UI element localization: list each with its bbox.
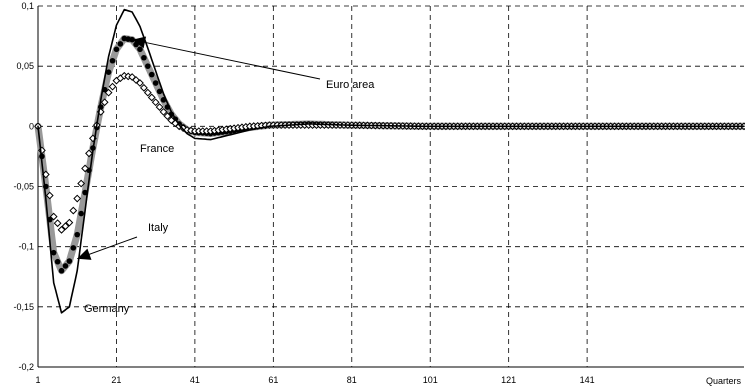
point-italy (105, 69, 112, 75)
point-france (81, 164, 89, 173)
point-italy (156, 88, 163, 95)
y-tick-label: 0,05 (16, 61, 34, 71)
annotation-arrowhead-italy (77, 248, 92, 260)
x-tick-label: 61 (268, 375, 278, 385)
point-france (143, 88, 152, 97)
point-france (73, 194, 82, 203)
x-tick-label: 141 (580, 375, 595, 385)
point-france (155, 103, 164, 111)
x-axis-label: Quarters (706, 376, 742, 386)
point-france (100, 98, 109, 107)
point-france (151, 98, 160, 107)
point-france (136, 79, 144, 87)
y-tick-label: -0,1 (18, 242, 34, 252)
x-tick-label: 41 (190, 375, 200, 385)
point-italy (141, 54, 147, 61)
annotation-label-euro-area: Euro area (326, 79, 375, 91)
point-france (108, 82, 117, 91)
y-tick-label: 0,1 (21, 1, 34, 11)
point-italy (62, 263, 69, 269)
series-layer (34, 8, 745, 314)
point-italy (145, 63, 151, 69)
point-italy (54, 258, 61, 265)
point-italy (50, 249, 57, 256)
x-tick-label: 81 (347, 375, 357, 385)
x-tick-label: 101 (423, 375, 438, 385)
tick-labels: 0,10,050-0,05-0,1-0,15-0,21 21 41 61 81 101 12… (13, 1, 594, 385)
x-tick-label: 21 (111, 375, 121, 385)
point-france (139, 83, 148, 92)
series-line-germany (37, 8, 745, 314)
point-italy (70, 245, 77, 251)
annotation-label-italy: Italy (148, 222, 169, 234)
point-france (85, 149, 93, 158)
y-tick-label: -0,2 (18, 362, 34, 372)
point-france (65, 218, 74, 227)
annotation-leader-euro-area (132, 39, 321, 80)
x-tick-label: 121 (501, 375, 516, 385)
point-italy (78, 210, 84, 217)
annotation-label-france: France (140, 143, 174, 155)
point-france (104, 88, 113, 97)
point-france (53, 219, 62, 228)
point-france (45, 191, 54, 200)
point-france (128, 73, 137, 81)
point-france (163, 112, 172, 121)
y-tick-label: -0,15 (13, 302, 34, 312)
point-italy (148, 71, 155, 78)
point-italy (109, 57, 116, 64)
point-italy (152, 80, 159, 86)
point-france (159, 107, 168, 116)
annotations: Euro area Italy France Germany (77, 36, 375, 315)
x-tick-label: 1 (35, 375, 40, 385)
y-tick-label: -0,05 (13, 182, 34, 192)
point-france (147, 93, 156, 102)
axes (37, 6, 744, 368)
annotation-arrowhead-euro-area (132, 36, 147, 49)
point-italy (66, 258, 73, 264)
point-italy (117, 41, 124, 47)
point-france (69, 206, 78, 215)
point-italy (74, 231, 81, 238)
annotation-label-germany: Germany (84, 303, 130, 315)
point-france (61, 222, 70, 231)
point-italy (137, 46, 143, 53)
point-italy (113, 46, 120, 53)
y-tick-label: 0 (29, 121, 34, 131)
point-france (77, 179, 86, 188)
point-italy (58, 267, 65, 274)
point-france (57, 225, 66, 234)
point-france (49, 212, 58, 221)
